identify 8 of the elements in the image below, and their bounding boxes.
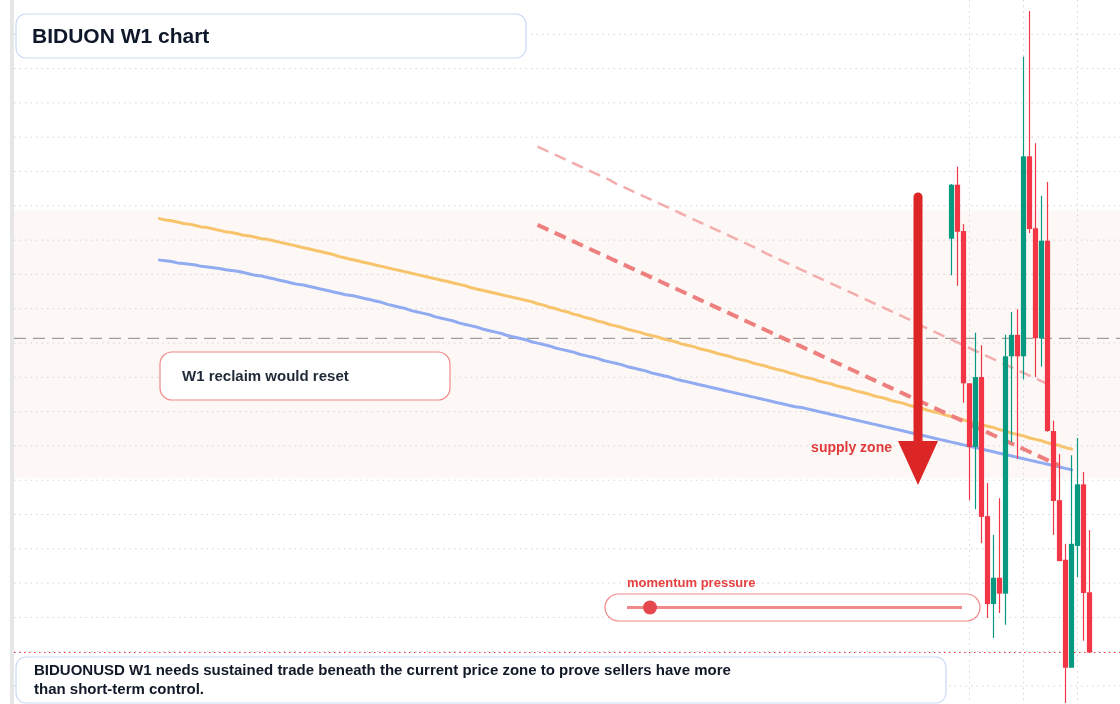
candlestick bbox=[1008, 311, 1015, 443]
annotation: W1 reclaim would reset bbox=[182, 367, 349, 384]
annotation: momentum pressure bbox=[627, 575, 756, 590]
text: BIDUON W1 chart bbox=[32, 24, 210, 47]
band-label: supply zone bbox=[811, 439, 893, 456]
annotation: BIDUONUSD W1 needs sustained trade beneath the current price zone to prove sellers have more than short-term control. bbox=[34, 661, 731, 697]
candlestick bbox=[996, 497, 1003, 614]
candlestick bbox=[1014, 308, 1021, 460]
